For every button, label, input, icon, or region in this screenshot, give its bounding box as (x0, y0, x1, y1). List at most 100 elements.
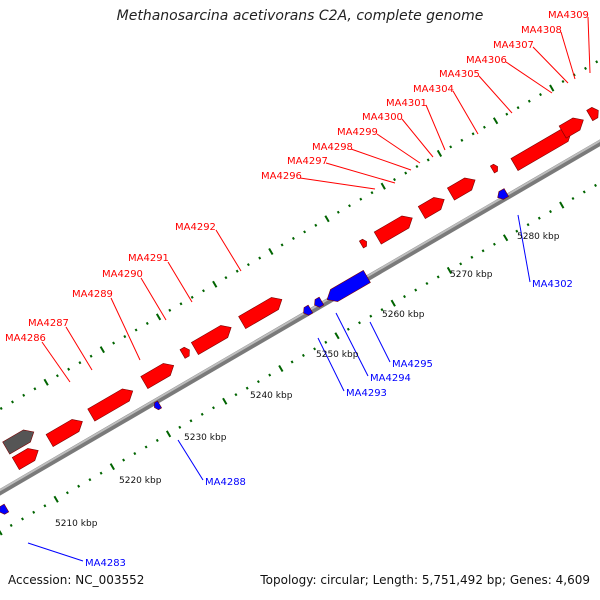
tick-mark (134, 328, 138, 332)
kbp-label: 5270 kbp (450, 270, 493, 280)
other-gene-arrow[interactable] (2, 426, 38, 455)
map-title: Methanosarcina acetivorans C2A, complete… (116, 8, 484, 24)
gene-label-ma4297[interactable]: MA4297 (287, 156, 328, 167)
tick-mark (459, 262, 463, 266)
gene-label-ma4300[interactable]: MA4300 (362, 112, 403, 123)
tick-mark (165, 430, 172, 438)
tick-mark (505, 112, 509, 116)
reverse-gene-arrow-6-shape (497, 188, 509, 200)
accession-label: Accession: NC_003552 (8, 573, 145, 587)
forward-gene-arrow-11[interactable] (446, 174, 478, 201)
tick-mark (190, 295, 194, 299)
kbp-label: 5240 kbp (250, 391, 293, 401)
gene-label-ma4309[interactable]: MA4309 (548, 10, 589, 21)
gene-label-ma4286[interactable]: MA4286 (5, 333, 46, 344)
gene-label-ma4283[interactable]: MA4283 (85, 558, 126, 569)
forward-gene-arrow-8[interactable] (358, 238, 368, 249)
tick-mark (246, 263, 250, 267)
gene-label-ma4292[interactable]: MA4292 (175, 222, 216, 233)
forward-gene-arrow-7[interactable] (238, 293, 286, 330)
gene-label-ma4308-leader (560, 31, 576, 80)
tick-mark (404, 171, 408, 175)
kbp-label: 5250 kbp (316, 350, 359, 360)
tick-mark (537, 216, 541, 220)
tick-mark (471, 132, 475, 136)
forward-gene-arrow-11-shape (446, 177, 476, 201)
reverse-gene-arrow-4[interactable] (312, 296, 325, 309)
gene-label-ma4307[interactable]: MA4307 (493, 40, 534, 51)
tick-mark (527, 99, 531, 103)
gene-label-ma4291[interactable]: MA4291 (128, 253, 169, 264)
gene-label-ma4302[interactable]: MA4302 (532, 279, 573, 290)
forward-gene-arrow-2[interactable] (45, 415, 86, 448)
forward-gene-arrow-3[interactable] (87, 385, 137, 422)
forward-gene-arrow-5[interactable] (179, 346, 192, 359)
forward-gene-arrow-13-shape (510, 129, 572, 172)
tick-mark (390, 299, 396, 307)
gene-label-ma4296[interactable]: MA4296 (261, 171, 302, 182)
gene-label-ma4293-leader (317, 337, 345, 392)
tick-mark (189, 419, 193, 423)
gene-label-ma4289[interactable]: MA4289 (72, 289, 113, 300)
tick-mark (594, 183, 597, 187)
kbp-label: 5280 kbp (517, 232, 560, 242)
gene-label-ma4306[interactable]: MA4306 (466, 55, 507, 66)
gene-label-ma4299[interactable]: MA4299 (337, 127, 378, 138)
tick-mark (268, 373, 272, 377)
gene-label-ma4295[interactable]: MA4295 (392, 359, 433, 370)
forward-gene-arrow-15[interactable] (586, 105, 600, 122)
gene-label-ma4295-leader (369, 321, 391, 363)
tick-mark (268, 247, 274, 256)
gene-label-ma4304[interactable]: MA4304 (413, 84, 454, 95)
forward-gene-arrow-10[interactable] (417, 193, 448, 219)
forward-gene-arrow-1[interactable] (11, 444, 42, 470)
tick-mark (155, 438, 159, 442)
gene-label-ma4288-leader (177, 439, 204, 481)
gene-label-ma4288[interactable]: MA4288 (205, 477, 246, 488)
gene-label-ma4291-leader (167, 261, 193, 303)
reverse-gene-arrow-1[interactable] (0, 503, 10, 516)
tick-mark (346, 327, 350, 331)
gene-label-ma4308[interactable]: MA4308 (521, 25, 562, 36)
tick-mark (179, 302, 183, 306)
forward-gene-arrow-13[interactable] (510, 125, 575, 172)
tick-mark (212, 406, 215, 410)
tick-mark (256, 380, 260, 384)
tick-mark (65, 491, 69, 495)
reverse-gene-arrow-6[interactable] (495, 188, 509, 202)
reverse-gene-arrow-5-shape (326, 269, 371, 302)
reverse-gene-arrow-5[interactable] (324, 269, 371, 305)
tick-mark (278, 364, 284, 373)
gene-label-ma4301[interactable]: MA4301 (386, 98, 427, 109)
forward-gene-arrow-1-shape (11, 448, 39, 470)
tick-mark (178, 425, 182, 429)
gene-label-ma4294[interactable]: MA4294 (370, 373, 411, 384)
forward-gene-arrow-9[interactable] (373, 212, 416, 245)
forward-gene-arrow-14[interactable] (558, 114, 587, 139)
gene-label-ma4298[interactable]: MA4298 (312, 142, 353, 153)
forward-gene-arrow-12[interactable] (489, 163, 499, 174)
reverse-gene-arrow-2[interactable] (152, 400, 163, 411)
forward-gene-arrow-15-shape (586, 106, 599, 122)
gene-label-ma4290[interactable]: MA4290 (102, 269, 143, 280)
tick-mark (78, 361, 82, 365)
gene-label-ma4307-leader (532, 46, 569, 84)
reverse-gene-arrow-3[interactable] (301, 304, 314, 317)
tick-mark (460, 138, 464, 142)
gene-label-ma4305[interactable]: MA4305 (439, 69, 480, 80)
tick-mark (53, 495, 59, 503)
tick-mark (245, 386, 249, 390)
tick-mark (0, 530, 3, 536)
tick-mark (380, 182, 386, 190)
forward-gene-arrow-4[interactable] (140, 359, 177, 390)
gene-label-ma4283-leader (27, 542, 84, 562)
forward-gene-arrow-7-shape (238, 297, 283, 330)
forward-gene-arrow-6[interactable] (190, 321, 234, 356)
forward-gene-arrow-2-shape (45, 419, 83, 448)
tick-mark (571, 196, 575, 201)
gene-label-ma4293[interactable]: MA4293 (346, 388, 387, 399)
gene-label-ma4292-leader (215, 229, 242, 272)
gene-label-ma4309-leader (587, 16, 591, 74)
gene-label-ma4287[interactable]: MA4287 (28, 318, 69, 329)
